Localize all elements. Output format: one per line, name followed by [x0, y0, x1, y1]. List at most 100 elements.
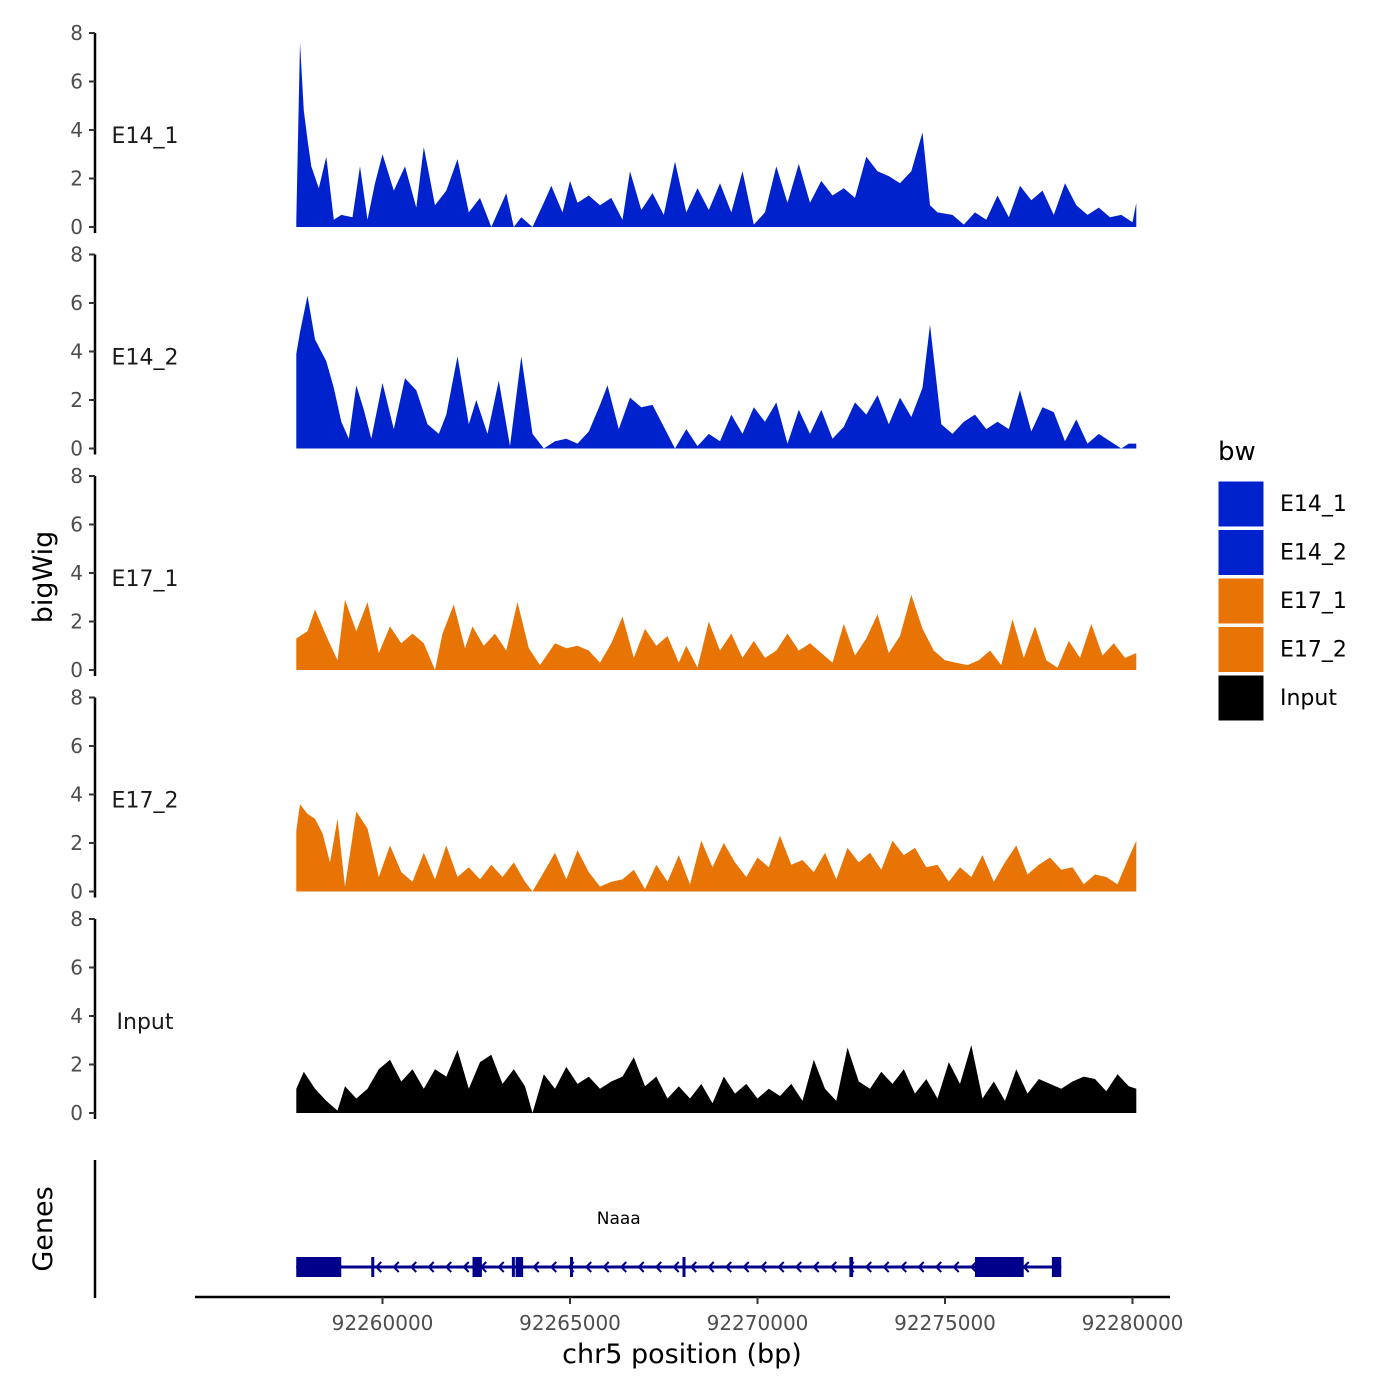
x-tick-label: 92280000 — [1082, 1311, 1184, 1335]
y-tick-label: 2 — [70, 1053, 83, 1077]
track-E17_1: 0 2 4 6 8 E17_1 — [70, 464, 1137, 682]
strand-arrow — [602, 1261, 610, 1273]
strand-arrow — [899, 1261, 907, 1273]
track-E17_2: 0 2 4 6 8 E17_2 — [70, 686, 1137, 904]
coverage-area-E14_2 — [296, 295, 1137, 449]
y-tick-label: 6 — [70, 734, 83, 758]
y-tick-label: 8 — [70, 907, 83, 931]
strand-arrow — [794, 1261, 802, 1273]
y-tick-label: 0 — [70, 658, 83, 682]
genes-axis-title: Genes — [28, 1186, 59, 1271]
legend-swatch-E17_2 — [1217, 626, 1265, 673]
y-tick-label: 2 — [70, 167, 83, 191]
y-tick-label: 6 — [70, 956, 83, 980]
x-axis: 92260000 92265000 92270000 92275000 92280000 — [195, 1295, 1184, 1335]
x-tick-label: 92270000 — [707, 1311, 809, 1335]
strand-arrow — [584, 1261, 592, 1273]
y-tick-label: 2 — [70, 610, 83, 634]
track-label: Input — [117, 1010, 174, 1035]
strand-arrow — [654, 1261, 662, 1273]
strand-arrow — [777, 1261, 785, 1273]
gene-exon — [975, 1257, 1024, 1277]
strand-arrow — [952, 1261, 960, 1273]
track-label: E14_1 — [112, 124, 179, 149]
gene-exon — [371, 1257, 375, 1277]
track-E14_1: 0 2 4 6 8 E14_1 — [70, 21, 1137, 239]
strand-arrow — [829, 1261, 837, 1273]
legend-label: Input — [1280, 686, 1337, 711]
track-label: E14_2 — [112, 346, 179, 371]
y-tick-label: 4 — [70, 783, 83, 807]
strand-arrow — [462, 1261, 470, 1273]
strand-arrow — [444, 1261, 452, 1273]
legend-swatch-E17_1 — [1217, 577, 1265, 625]
x-axis-title: chr5 position (bp) — [562, 1339, 802, 1370]
gene-exon — [1051, 1257, 1062, 1277]
coverage-area-E17_1 — [296, 594, 1137, 670]
legend-swatch-Input — [1217, 674, 1265, 722]
strand-arrow — [917, 1261, 925, 1273]
strand-arrow — [619, 1261, 627, 1273]
x-tick-label: 92260000 — [332, 1311, 434, 1335]
y-tick-label: 8 — [70, 21, 83, 45]
strand-arrow — [969, 1261, 977, 1273]
gene-track: Naaa — [93, 1160, 1062, 1298]
y-tick-label: 6 — [70, 513, 83, 537]
gene-exon — [472, 1257, 482, 1277]
track-Input: 0 2 4 6 8 Input — [70, 907, 1137, 1125]
strand-arrow — [672, 1261, 680, 1273]
x-tick-label: 92265000 — [519, 1311, 621, 1335]
strand-arrow — [392, 1261, 400, 1273]
coverage-tracks: 0 2 4 6 8 E14_1 0 2 4 6 8 E14_2 0 2 4 6 8 E17_1 0 2 4 6 8 E17_2… — [70, 21, 1137, 1125]
y-tick-label: 8 — [70, 464, 83, 488]
coverage-area-E14_1 — [296, 42, 1137, 228]
strand-arrow — [374, 1261, 382, 1273]
y-axis-title: bigWig — [28, 531, 59, 624]
track-label: E17_1 — [112, 567, 179, 592]
legend-title: bw — [1218, 437, 1256, 467]
strand-arrow — [812, 1261, 820, 1273]
y-tick-label: 0 — [70, 215, 83, 239]
x-tick-label: 92275000 — [894, 1311, 996, 1335]
strand-arrow — [707, 1261, 715, 1273]
legend-label: E14_2 — [1280, 541, 1347, 566]
strand-arrow — [637, 1261, 645, 1273]
coverage-area-Input — [296, 1045, 1137, 1113]
strand-arrow — [497, 1261, 505, 1273]
legend-swatch-E14_2 — [1217, 529, 1265, 576]
y-tick-label: 4 — [70, 340, 83, 364]
strand-arrow — [549, 1261, 557, 1273]
gene-exon — [296, 1257, 342, 1277]
gene-exon — [511, 1257, 515, 1277]
strand-arrow — [864, 1261, 872, 1273]
strand-arrow — [724, 1261, 732, 1273]
y-tick-label: 0 — [70, 880, 83, 904]
strand-arrow — [759, 1261, 767, 1273]
y-tick-label: 6 — [70, 70, 83, 94]
legend-label: E14_1 — [1280, 492, 1347, 517]
legend: bw E14_1 E14_2 E17_1 E17_2 Input — [1217, 437, 1347, 722]
legend-label: E17_1 — [1280, 589, 1347, 614]
strand-arrow — [689, 1261, 697, 1273]
y-tick-label: 0 — [70, 437, 83, 461]
strand-arrow — [409, 1261, 417, 1273]
y-tick-label: 2 — [70, 831, 83, 855]
gene-exon — [682, 1257, 686, 1277]
gene-exon — [849, 1257, 854, 1277]
strand-arrow — [742, 1261, 750, 1273]
gene-name-label: Naaa — [597, 1209, 641, 1229]
strand-arrow — [427, 1261, 435, 1273]
strand-arrow — [532, 1261, 540, 1273]
y-tick-label: 4 — [70, 561, 83, 585]
y-tick-label: 2 — [70, 388, 83, 412]
gene-exon — [570, 1257, 573, 1277]
y-tick-label: 4 — [70, 118, 83, 142]
y-tick-label: 0 — [70, 1101, 83, 1125]
y-tick-label: 8 — [70, 686, 83, 710]
coverage-area-E17_2 — [296, 804, 1137, 892]
legend-swatch-E14_1 — [1217, 480, 1265, 528]
strand-arrow — [934, 1261, 942, 1273]
track-label: E17_2 — [112, 789, 179, 814]
y-tick-label: 6 — [70, 291, 83, 315]
